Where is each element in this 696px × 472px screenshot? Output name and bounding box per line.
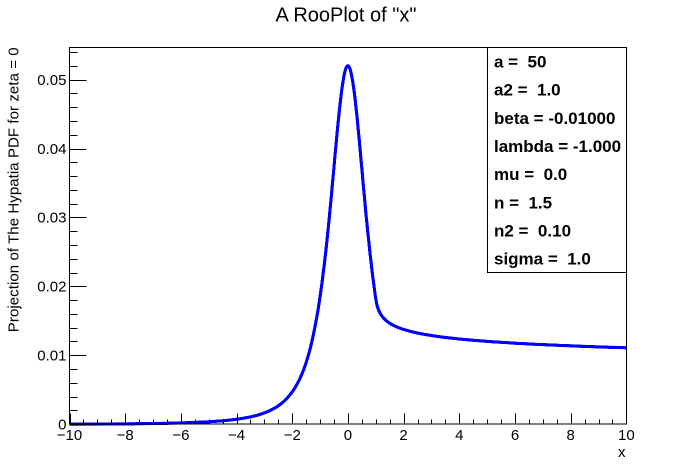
svg-text:n = 1.5: n = 1.5 [494, 193, 552, 212]
svg-text:0.04: 0.04 [37, 141, 66, 158]
svg-text:0: 0 [58, 416, 66, 433]
svg-text:Projection of The Hypatia PDF: Projection of The Hypatia PDF for zeta =… [6, 47, 23, 332]
svg-text:6: 6 [511, 427, 519, 444]
svg-text:−10: −10 [57, 427, 82, 444]
svg-text:−4: −4 [228, 427, 245, 444]
svg-text:2: 2 [399, 427, 407, 444]
svg-text:sigma = 1.0: sigma = 1.0 [494, 250, 591, 269]
svg-text:4: 4 [455, 427, 463, 444]
svg-text:8: 8 [567, 427, 575, 444]
svg-text:a2 = 1.0: a2 = 1.0 [494, 81, 561, 100]
svg-text:10: 10 [618, 427, 635, 444]
svg-text:0: 0 [344, 427, 352, 444]
svg-text:0.03: 0.03 [37, 210, 66, 227]
svg-text:−8: −8 [117, 427, 134, 444]
svg-text:n2 = 0.10: n2 = 0.10 [494, 222, 571, 241]
svg-text:0.05: 0.05 [37, 72, 66, 89]
svg-text:0.01: 0.01 [37, 348, 66, 365]
svg-text:mu = 0.0: mu = 0.0 [494, 165, 567, 184]
svg-text:beta = -0.01000: beta = -0.01000 [494, 109, 615, 128]
svg-text:−6: −6 [172, 427, 189, 444]
svg-text:−2: −2 [284, 427, 301, 444]
svg-text:x: x [618, 444, 626, 461]
svg-text:A RooPlot of "x": A RooPlot of "x" [276, 5, 417, 27]
svg-text:lambda = -1.000: lambda = -1.000 [494, 137, 621, 156]
svg-text:0.02: 0.02 [37, 279, 66, 296]
svg-text:a = 50: a = 50 [494, 53, 546, 72]
